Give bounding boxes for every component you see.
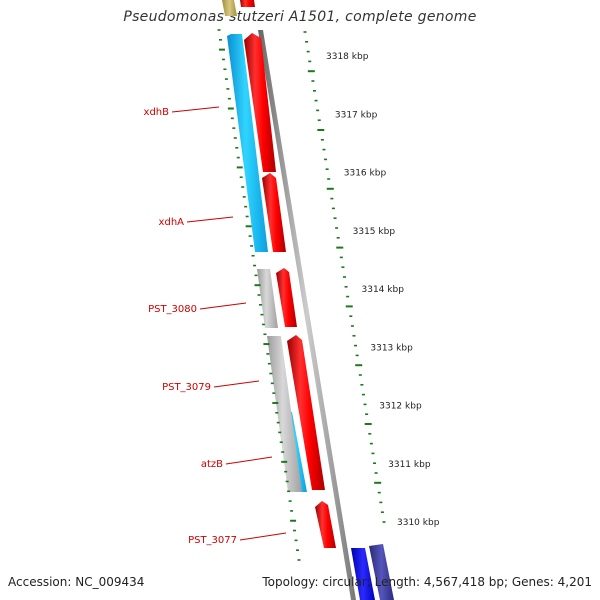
gene-label-leader [186, 216, 234, 223]
outer-tick-ring [303, 31, 386, 523]
scale-label: 3313 kbp [370, 343, 413, 353]
gene-label: PST_3077 [188, 535, 237, 546]
scale-label: 3314 kbp [362, 285, 405, 295]
forward-cds-xdhA [262, 173, 286, 252]
navy-feature [369, 544, 394, 600]
gene-label-leader [213, 380, 260, 388]
map-title: Pseudomonas stutzeri A1501, complete gen… [123, 9, 477, 25]
scale-label: 3315 kbp [353, 227, 396, 237]
blue-feature [351, 548, 375, 600]
forward-cds-PST_3077 [315, 501, 336, 548]
gene-label: PST_3079 [162, 382, 211, 393]
scale-label: 3316 kbp [344, 169, 387, 179]
scale-label: 3311 kbp [388, 460, 431, 470]
accession-text: Accession: NC_009434 [8, 575, 145, 589]
reverse-cds-xdhB [227, 34, 268, 252]
topology-text: Topology: circular; Length: 4,567,418 bp… [262, 575, 592, 589]
gene-label: xdhA [159, 217, 185, 228]
gene-label: atzB [201, 459, 223, 470]
olive-feature [222, 0, 237, 16]
gene-label: PST_3080 [148, 304, 197, 315]
scale-label: 3317 kbp [335, 110, 378, 120]
gray-feature-1 [257, 269, 278, 328]
forward-cds-xdhB [244, 33, 276, 172]
inner-tick-ring [217, 29, 301, 561]
gene-labels: xdhB xdhA PST_3080 PST_3079 atzB PST_3077 [144, 106, 287, 546]
gene-label-leader [171, 106, 220, 113]
gene-label-leader [239, 532, 287, 541]
gray-feature-2 [267, 336, 302, 492]
gene-label-leader [199, 302, 247, 310]
scale-label: 3312 kbp [379, 402, 422, 412]
forward-cds-PST_3079 [287, 335, 325, 490]
gene-label: xdhB [144, 107, 170, 118]
scale-label: 3310 kbp [397, 518, 440, 528]
scale-label: 3318 kbp [326, 52, 369, 62]
genome-backbone [258, 30, 356, 600]
forward-cds-top [240, 0, 255, 7]
scale-labels: 3318 kbp 3317 kbp 3316 kbp 3315 kbp 3314 kbp… [326, 52, 440, 528]
gene-label-leader [225, 456, 273, 465]
forward-cds-PST_3080 [276, 268, 297, 327]
